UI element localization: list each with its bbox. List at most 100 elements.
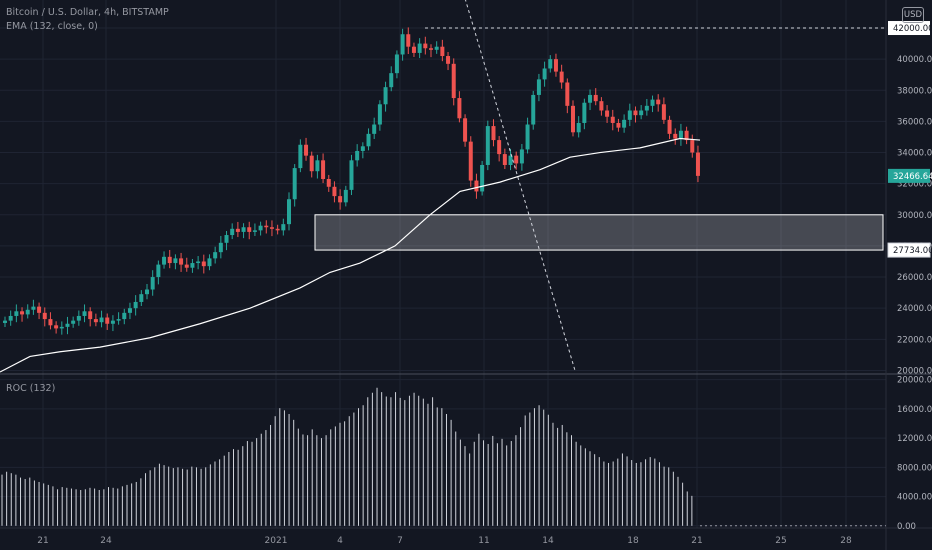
- candle-body: [383, 87, 388, 105]
- candle-body: [536, 79, 541, 95]
- candle-body: [400, 34, 405, 55]
- candle-body: [576, 122, 581, 133]
- candle-body: [252, 230, 257, 232]
- candle-body: [497, 140, 502, 155]
- price-axis-label: 26000.00: [897, 273, 932, 283]
- candle-body: [440, 46, 445, 57]
- candle-body: [434, 46, 439, 50]
- candle-body: [559, 71, 564, 83]
- candle-body: [355, 150, 360, 161]
- candle-body: [468, 141, 473, 181]
- roc-axis-label: 0.00: [897, 522, 916, 532]
- candle-body: [627, 110, 632, 120]
- candle-body: [224, 235, 229, 243]
- candle-body: [463, 118, 468, 142]
- x-tick-label: 21: [691, 536, 702, 546]
- last-price-tag: 32466.64: [893, 172, 932, 182]
- x-tick-label: 4: [337, 536, 343, 546]
- candle-body: [54, 325, 59, 329]
- candle-body: [133, 301, 138, 309]
- candle-body: [3, 320, 7, 323]
- candle-body: [218, 242, 223, 253]
- support-zone: [314, 214, 884, 251]
- candle-body: [82, 311, 87, 316]
- roc-title: ROC (132): [6, 383, 56, 394]
- candle-body: [88, 311, 93, 320]
- high-price-tag-bg: [888, 21, 930, 36]
- candle-body: [173, 258, 178, 264]
- candle-body: [661, 104, 666, 120]
- price-axis-label: 20000.00: [897, 366, 932, 376]
- candle-body: [417, 43, 422, 53]
- candle-body: [156, 264, 161, 278]
- currency-button[interactable]: USD: [902, 7, 924, 23]
- candle-body: [588, 94, 593, 103]
- x-tick-label: 21: [37, 536, 48, 546]
- candle-body: [167, 256, 172, 264]
- candle-body: [377, 104, 382, 125]
- candle-body: [31, 306, 36, 310]
- candle-body: [593, 94, 598, 102]
- price-axis-label: 36000.00: [897, 117, 932, 127]
- candle-body: [213, 252, 218, 259]
- candle-body: [230, 228, 235, 236]
- candle-body: [343, 189, 348, 203]
- candle-body: [605, 110, 610, 117]
- price-axis-label: 30000.00: [897, 211, 932, 221]
- x-tick-label: 24: [100, 536, 112, 546]
- high-price-tag: 42000.00: [893, 24, 932, 34]
- candle-body: [389, 73, 394, 88]
- candle-body: [451, 63, 456, 99]
- candle-body: [247, 227, 252, 232]
- candle-body: [99, 317, 104, 323]
- candle-body: [411, 46, 416, 53]
- candle-body: [93, 319, 98, 323]
- zone-low-price-tag-bg: [887, 242, 931, 258]
- candle-body: [673, 133, 678, 139]
- candle-body: [281, 224, 286, 231]
- candle-body: [184, 264, 189, 268]
- candle-body: [116, 319, 121, 321]
- candle-body: [110, 320, 115, 324]
- candle-body: [684, 130, 689, 141]
- candle-body: [616, 122, 621, 128]
- candle-body: [423, 43, 428, 49]
- price-axis-label: 40000.00: [897, 55, 932, 65]
- candle-body: [610, 116, 615, 123]
- x-tick-label: 7: [397, 536, 403, 546]
- candle-body: [491, 126, 496, 141]
- x-tick-label: 28: [840, 536, 852, 546]
- roc-axis-label: 20000.00: [897, 376, 932, 386]
- candle-body: [514, 155, 519, 164]
- candle-body: [42, 312, 47, 320]
- candle-body: [644, 105, 649, 111]
- candle-body: [292, 168, 297, 200]
- candle-body: [667, 119, 672, 134]
- candle-body: [695, 152, 700, 176]
- candle-body: [480, 164, 485, 192]
- candle-body: [235, 228, 240, 232]
- candle-body: [190, 263, 195, 268]
- roc-axis-label: 16000.00: [897, 405, 932, 415]
- x-tick-label: 11: [478, 536, 489, 546]
- candle-body: [372, 124, 377, 134]
- candle-body: [59, 326, 64, 329]
- candle-body: [338, 196, 343, 203]
- candle-body: [548, 59, 553, 69]
- candle-body: [139, 294, 144, 302]
- trendline: [464, 0, 576, 371]
- candle-body: [71, 320, 76, 324]
- x-tick-label: 2021: [265, 536, 288, 546]
- candle-body: [406, 34, 411, 47]
- candle-body: [287, 199, 291, 225]
- candle-body: [599, 101, 604, 111]
- candle-body: [105, 317, 110, 324]
- candle-body: [474, 180, 479, 192]
- candle-body: [8, 315, 13, 321]
- candle-body: [196, 261, 201, 264]
- price-axis-label: 38000.00: [897, 86, 932, 96]
- candle-body: [275, 228, 280, 231]
- candle-body: [690, 140, 695, 153]
